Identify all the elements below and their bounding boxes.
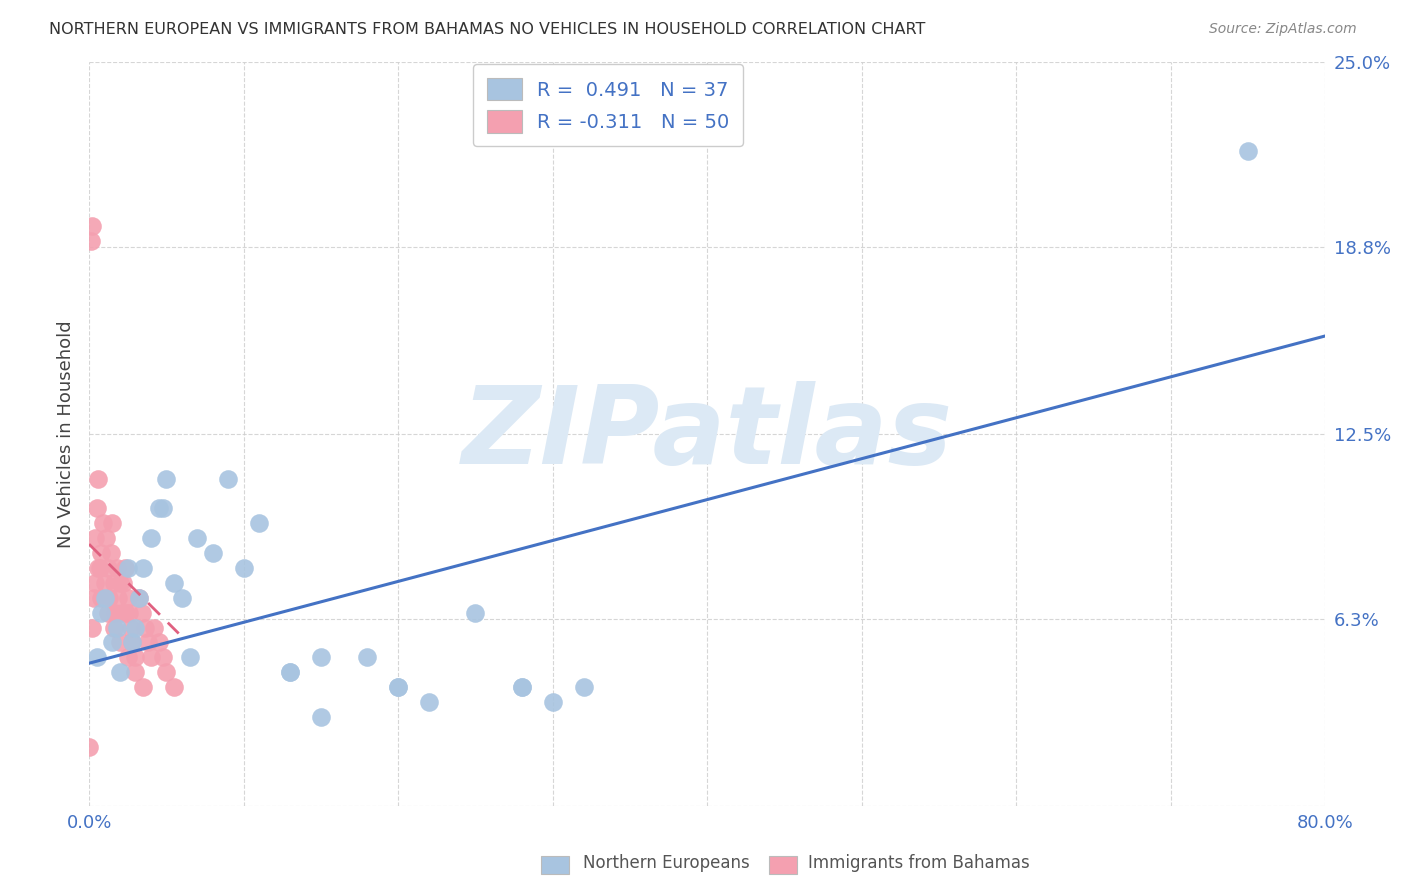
Point: [155, 472, 177, 486]
Point: [114, 561, 136, 575]
Point: [84, 575, 107, 590]
Point: [87, 561, 110, 575]
Text: NORTHERN EUROPEAN VS IMMIGRANTS FROM BAHAMAS NO VEHICLES IN HOUSEHOLD CORRELATIO: NORTHERN EUROPEAN VS IMMIGRANTS FROM BAH…: [49, 22, 925, 37]
Point: [124, 665, 146, 680]
Point: [148, 635, 170, 649]
Text: Immigrants from Bahamas: Immigrants from Bahamas: [808, 855, 1031, 872]
Point: [387, 680, 409, 694]
Point: [79, 234, 101, 248]
Point: [170, 591, 193, 605]
Point: [110, 606, 132, 620]
Point: [117, 591, 139, 605]
Point: [179, 650, 201, 665]
Point: [510, 680, 533, 694]
Point: [387, 680, 409, 694]
Point: [464, 606, 486, 620]
Point: [128, 591, 150, 605]
Point: [105, 621, 128, 635]
Point: [97, 561, 120, 575]
Point: [143, 621, 166, 635]
Y-axis label: No Vehicles in Household: No Vehicles in Household: [58, 320, 75, 548]
Point: [309, 710, 332, 724]
Point: [103, 621, 125, 635]
Point: [186, 531, 208, 545]
Point: [128, 591, 150, 605]
Point: [93, 575, 115, 590]
Point: [87, 472, 110, 486]
Point: [136, 635, 159, 649]
Point: [86, 650, 108, 665]
Point: [120, 621, 142, 635]
Point: [124, 621, 146, 635]
Point: [108, 665, 131, 680]
Point: [118, 606, 141, 620]
Point: [98, 591, 121, 605]
Point: [83, 591, 105, 605]
Point: [124, 650, 146, 665]
Point: [90, 606, 112, 620]
Point: [152, 501, 174, 516]
Point: [94, 531, 117, 545]
Point: [90, 591, 112, 605]
Point: [115, 606, 138, 620]
Point: [131, 606, 153, 620]
Point: [278, 665, 301, 680]
Point: [104, 606, 127, 620]
Point: [121, 635, 143, 649]
Point: [112, 575, 135, 590]
Point: [163, 575, 186, 590]
Point: [86, 501, 108, 516]
Point: [105, 561, 128, 575]
Point: [201, 546, 224, 560]
Point: [93, 591, 115, 605]
Point: [117, 561, 139, 575]
Point: [108, 575, 131, 590]
Point: [101, 635, 124, 649]
Point: [77, 739, 100, 754]
Point: [117, 650, 139, 665]
Point: [91, 516, 114, 531]
Point: [139, 531, 162, 545]
Point: [89, 561, 111, 575]
Point: [356, 650, 378, 665]
Point: [134, 621, 156, 635]
Point: [541, 695, 564, 709]
Point: [84, 531, 107, 545]
Point: [101, 516, 124, 531]
Point: [107, 591, 129, 605]
Legend: R =  0.491   N = 37, R = -0.311   N = 50: R = 0.491 N = 37, R = -0.311 N = 50: [474, 64, 744, 146]
Point: [247, 516, 270, 531]
Point: [97, 606, 120, 620]
Point: [132, 561, 155, 575]
Point: [148, 501, 170, 516]
Point: [232, 561, 254, 575]
Point: [155, 665, 177, 680]
Point: [217, 472, 239, 486]
Point: [82, 621, 104, 635]
Point: [152, 650, 174, 665]
Point: [278, 665, 301, 680]
Point: [90, 546, 112, 560]
Point: [163, 680, 186, 694]
Point: [572, 680, 595, 694]
Point: [82, 219, 104, 233]
Point: [103, 575, 125, 590]
Point: [309, 650, 332, 665]
Point: [121, 635, 143, 649]
Point: [510, 680, 533, 694]
Point: [132, 680, 155, 694]
Point: [139, 650, 162, 665]
Point: [418, 695, 440, 709]
Text: ZIPatlas: ZIPatlas: [461, 381, 953, 487]
Point: [100, 546, 122, 560]
Text: Northern Europeans: Northern Europeans: [583, 855, 751, 872]
Point: [1237, 145, 1260, 159]
Point: [108, 635, 131, 649]
Text: Source: ZipAtlas.com: Source: ZipAtlas.com: [1209, 22, 1357, 37]
